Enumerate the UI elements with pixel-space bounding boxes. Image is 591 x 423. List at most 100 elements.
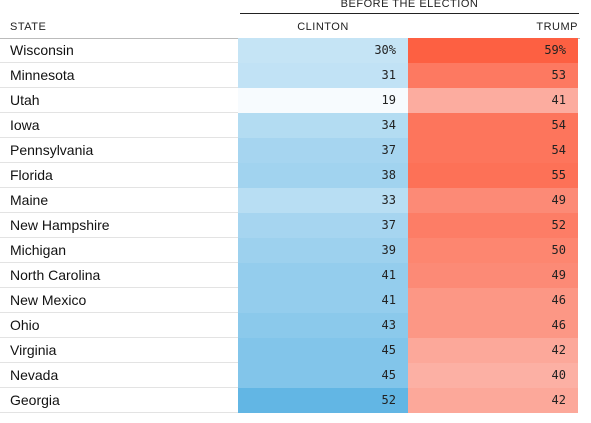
trump-cell: 54 xyxy=(408,113,578,138)
clinton-cell: 45 xyxy=(238,338,408,363)
clinton-cell: 38 xyxy=(238,163,408,188)
clinton-value: 37 xyxy=(381,218,396,232)
trump-cell: 49 xyxy=(408,188,578,213)
row-divider xyxy=(0,62,238,63)
column-group-header: BEFORE THE ELECTION xyxy=(340,0,479,10)
state-name: New Mexico xyxy=(10,292,87,308)
clinton-cell: 19 xyxy=(238,88,408,113)
trump-cell: 42 xyxy=(408,388,578,413)
trump-value: 54 xyxy=(551,143,566,157)
state-name: Pennsylvania xyxy=(10,142,94,158)
state-name: Georgia xyxy=(10,392,60,408)
table-row: New Hampshire 37 52 xyxy=(0,213,580,238)
trump-cell: 50 xyxy=(408,238,578,263)
state-name: Virginia xyxy=(10,342,57,358)
clinton-value: 43 xyxy=(381,318,396,332)
trump-cell: 46 xyxy=(408,313,578,338)
row-divider xyxy=(0,362,238,363)
row-divider xyxy=(0,162,238,163)
state-name: Minnesota xyxy=(10,67,75,83)
state-name: Florida xyxy=(10,167,53,183)
clinton-value: 30% xyxy=(374,43,396,57)
clinton-value: 19 xyxy=(381,93,396,107)
trump-column-header: TRUMP xyxy=(536,21,578,33)
clinton-cell: 41 xyxy=(238,263,408,288)
trump-cell: 59% xyxy=(408,38,578,63)
state-name: North Carolina xyxy=(10,267,101,283)
trump-cell: 53 xyxy=(408,63,578,88)
trump-cell: 55 xyxy=(408,163,578,188)
clinton-cell: 45 xyxy=(238,363,408,388)
table-row: Virginia 45 42 xyxy=(0,338,580,363)
row-divider xyxy=(0,287,238,288)
table-row: Ohio 43 46 xyxy=(0,313,580,338)
state-name: Wisconsin xyxy=(10,42,74,58)
trump-value: 42 xyxy=(551,393,566,407)
row-divider xyxy=(0,87,238,88)
trump-cell: 49 xyxy=(408,263,578,288)
trump-value: 59% xyxy=(544,43,566,57)
clinton-value: 31 xyxy=(381,68,396,82)
trump-cell: 46 xyxy=(408,288,578,313)
clinton-value: 37 xyxy=(381,143,396,157)
clinton-value: 45 xyxy=(381,368,396,382)
column-group-rule xyxy=(240,13,579,14)
clinton-cell: 34 xyxy=(238,113,408,138)
trump-value: 46 xyxy=(551,293,566,307)
state-name: Nevada xyxy=(10,367,59,383)
clinton-column-header: CLINTON xyxy=(297,21,349,33)
trump-value: 49 xyxy=(551,268,566,282)
row-divider xyxy=(0,312,238,313)
clinton-value: 38 xyxy=(381,168,396,182)
trump-value: 54 xyxy=(551,118,566,132)
clinton-cell: 33 xyxy=(238,188,408,213)
trump-value: 52 xyxy=(551,218,566,232)
trump-value: 53 xyxy=(551,68,566,82)
table-row: Nevada 45 40 xyxy=(0,363,580,388)
trump-cell: 42 xyxy=(408,338,578,363)
row-divider xyxy=(0,237,238,238)
trump-cell: 52 xyxy=(408,213,578,238)
trump-cell: 41 xyxy=(408,88,578,113)
state-name: New Hampshire xyxy=(10,217,110,233)
trump-value: 40 xyxy=(551,368,566,382)
row-divider xyxy=(0,337,238,338)
clinton-cell: 30% xyxy=(238,38,408,63)
trump-value: 46 xyxy=(551,318,566,332)
clinton-cell: 37 xyxy=(238,138,408,163)
trump-value: 55 xyxy=(551,168,566,182)
trump-cell: 40 xyxy=(408,363,578,388)
table-row: Iowa 34 54 xyxy=(0,113,580,138)
table-row: Georgia 52 42 xyxy=(0,388,580,413)
table-row: New Mexico 41 46 xyxy=(0,288,580,313)
state-name: Michigan xyxy=(10,242,67,258)
state-column-header: STATE xyxy=(10,21,47,33)
clinton-value: 52 xyxy=(381,393,396,407)
row-divider xyxy=(0,137,238,138)
row-divider xyxy=(0,412,238,413)
clinton-cell: 41 xyxy=(238,288,408,313)
clinton-value: 45 xyxy=(381,343,396,357)
state-name: Iowa xyxy=(10,117,40,133)
table-row: North Carolina 41 49 xyxy=(0,263,580,288)
table-row: Utah 19 41 xyxy=(0,88,580,113)
clinton-cell: 39 xyxy=(238,238,408,263)
trump-value: 50 xyxy=(551,243,566,257)
clinton-value: 41 xyxy=(381,293,396,307)
table-row: Maine 33 49 xyxy=(0,188,580,213)
clinton-cell: 31 xyxy=(238,63,408,88)
clinton-cell: 52 xyxy=(238,388,408,413)
clinton-value: 41 xyxy=(381,268,396,282)
clinton-value: 34 xyxy=(381,118,396,132)
clinton-cell: 37 xyxy=(238,213,408,238)
trump-cell: 54 xyxy=(408,138,578,163)
clinton-value: 33 xyxy=(381,193,396,207)
table-row: Wisconsin 30% 59% xyxy=(0,38,580,63)
table-row: Minnesota 31 53 xyxy=(0,63,580,88)
row-divider xyxy=(0,187,238,188)
row-divider xyxy=(0,112,238,113)
row-divider xyxy=(0,387,238,388)
clinton-cell: 43 xyxy=(238,313,408,338)
clinton-value: 39 xyxy=(381,243,396,257)
